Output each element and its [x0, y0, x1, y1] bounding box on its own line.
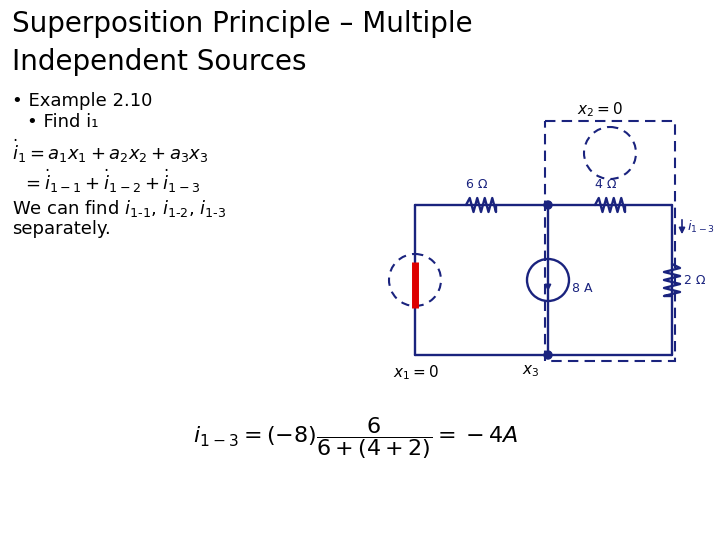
Text: separately.: separately.	[12, 220, 111, 238]
Text: Superposition Principle – Multiple: Superposition Principle – Multiple	[12, 10, 472, 38]
Text: $= \dot{i}_{1-1} + \dot{i}_{1-2} + \dot{i}_{1-3}$: $= \dot{i}_{1-1} + \dot{i}_{1-2} + \dot{…	[22, 168, 200, 195]
Text: 2 Ω: 2 Ω	[684, 273, 706, 287]
Text: $i_{1-3}$: $i_{1-3}$	[687, 219, 715, 235]
Text: Independent Sources: Independent Sources	[12, 48, 307, 76]
Text: $\dot{i}_1 = a_1x_1 + a_2x_2 + a_3x_3$: $\dot{i}_1 = a_1x_1 + a_2x_2 + a_3x_3$	[12, 138, 209, 165]
Text: • Example 2.10: • Example 2.10	[12, 92, 153, 110]
Text: 4 Ω: 4 Ω	[595, 178, 617, 191]
Text: $x_1 = 0$: $x_1 = 0$	[393, 363, 439, 382]
Circle shape	[544, 351, 552, 359]
Text: $x_2 = 0$: $x_2 = 0$	[577, 100, 623, 119]
Circle shape	[544, 201, 552, 209]
Text: 6 Ω: 6 Ω	[467, 178, 487, 191]
Text: • Find i₁: • Find i₁	[27, 113, 99, 131]
Text: $i_{1-3} = (-8)\dfrac{6}{6+(4+2)} = -4A$: $i_{1-3} = (-8)\dfrac{6}{6+(4+2)} = -4A$	[192, 415, 518, 461]
Text: We can find $i_{1\text{-}1}$, $i_{1\text{-}2}$, $i_{1\text{-}3}$: We can find $i_{1\text{-}1}$, $i_{1\text…	[12, 198, 226, 219]
Text: 8 A: 8 A	[572, 281, 593, 294]
Text: $x_3$: $x_3$	[522, 363, 539, 379]
